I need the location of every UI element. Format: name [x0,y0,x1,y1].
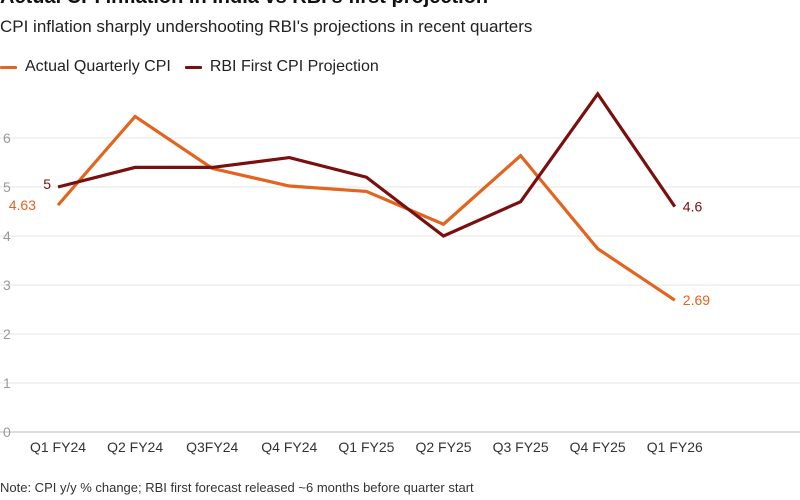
line-chart: 0 1 2 3 4 5 6 Q1 FY24 Q2 FY24 Q3FY24 Q4 FY24 Q1 FY2… [0,91,800,455]
x-tick-label: Q4 FY25 [570,439,626,455]
legend-swatch-rbi [184,65,202,69]
legend-label-rbi: RBI First CPI Projection [209,58,379,75]
legend-item-rbi: RBI First CPI Projection [184,58,379,76]
data-label-end-actual: 2.69 [683,292,710,308]
data-label-start-rbi: 5 [43,176,51,192]
legend-item-actual: Actual Quarterly CPI [0,58,171,76]
y-tick-label: 6 [3,130,11,146]
chart-subtitle: CPI inflation sharply undershooting RBI'… [0,17,533,36]
series-line-rbi [57,91,677,238]
y-tick-label: 3 [3,277,11,293]
x-tick-label: Q2 FY25 [415,439,471,455]
x-tick-label: Q3FY24 [186,439,238,455]
chart-title: Actual CPI inflation in India vs RBI's f… [0,0,488,9]
chart-note: Note: CPI y/y % change; RBI first foreca… [0,480,474,495]
x-tick-label: Q2 FY24 [107,439,163,455]
y-tick-label: 1 [3,375,11,391]
legend: Actual Quarterly CPI RBI First CPI Proje… [0,58,379,76]
x-tick-label: Q1 FY24 [30,439,86,455]
data-label-start-actual: 4.63 [9,197,36,213]
y-tick-label: 0 [3,424,11,440]
legend-swatch-actual [0,65,17,69]
legend-label-actual: Actual Quarterly CPI [25,58,171,75]
y-tick-label: 5 [3,179,11,195]
series-line-actual [56,114,676,302]
x-tick-label: Q4 FY24 [261,439,317,455]
x-tick-label: Q1 FY26 [647,439,703,455]
y-tick-label: 2 [3,326,11,342]
x-tick-label: Q3 FY25 [493,439,549,455]
data-label-end-rbi: 4.6 [683,199,703,215]
y-tick-label: 4 [3,228,11,244]
x-tick-label: Q1 FY25 [338,439,394,455]
